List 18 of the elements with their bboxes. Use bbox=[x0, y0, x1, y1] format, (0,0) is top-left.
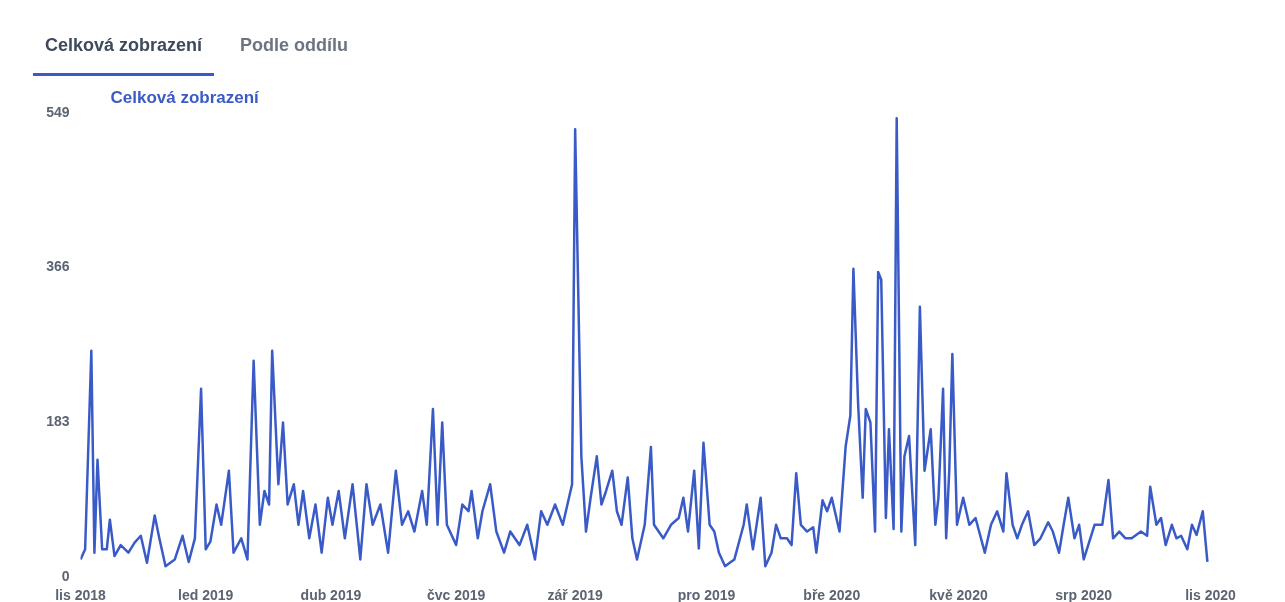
x-tick-label: bře 2020 bbox=[803, 586, 861, 602]
text: Podle oddílu bbox=[239, 34, 350, 57]
line-series bbox=[80, 117, 1209, 568]
x-tick-label: kvě 2020 bbox=[929, 586, 988, 602]
y-tick-label: 0 bbox=[61, 567, 70, 584]
text: Celková zobrazení bbox=[33, 27, 215, 76]
x-tick-label: srp 2020 bbox=[1055, 586, 1113, 602]
chart-title: Celková zobrazení bbox=[110, 87, 261, 107]
x-tick-label: pro 2019 bbox=[677, 586, 736, 602]
y-tick-label: 549 bbox=[46, 103, 70, 120]
x-tick-label: lis 2020 bbox=[1185, 586, 1237, 602]
x-tick-label: čvc 2019 bbox=[426, 586, 486, 602]
x-tick-label: led 2019 bbox=[178, 586, 234, 602]
x-tick-label: dub 2019 bbox=[300, 586, 362, 602]
y-tick-label: 366 bbox=[46, 258, 70, 275]
x-tick-label: lis 2018 bbox=[55, 586, 107, 602]
y-tick-label: 183 bbox=[46, 412, 70, 429]
x-tick-label: zář 2019 bbox=[547, 586, 604, 602]
